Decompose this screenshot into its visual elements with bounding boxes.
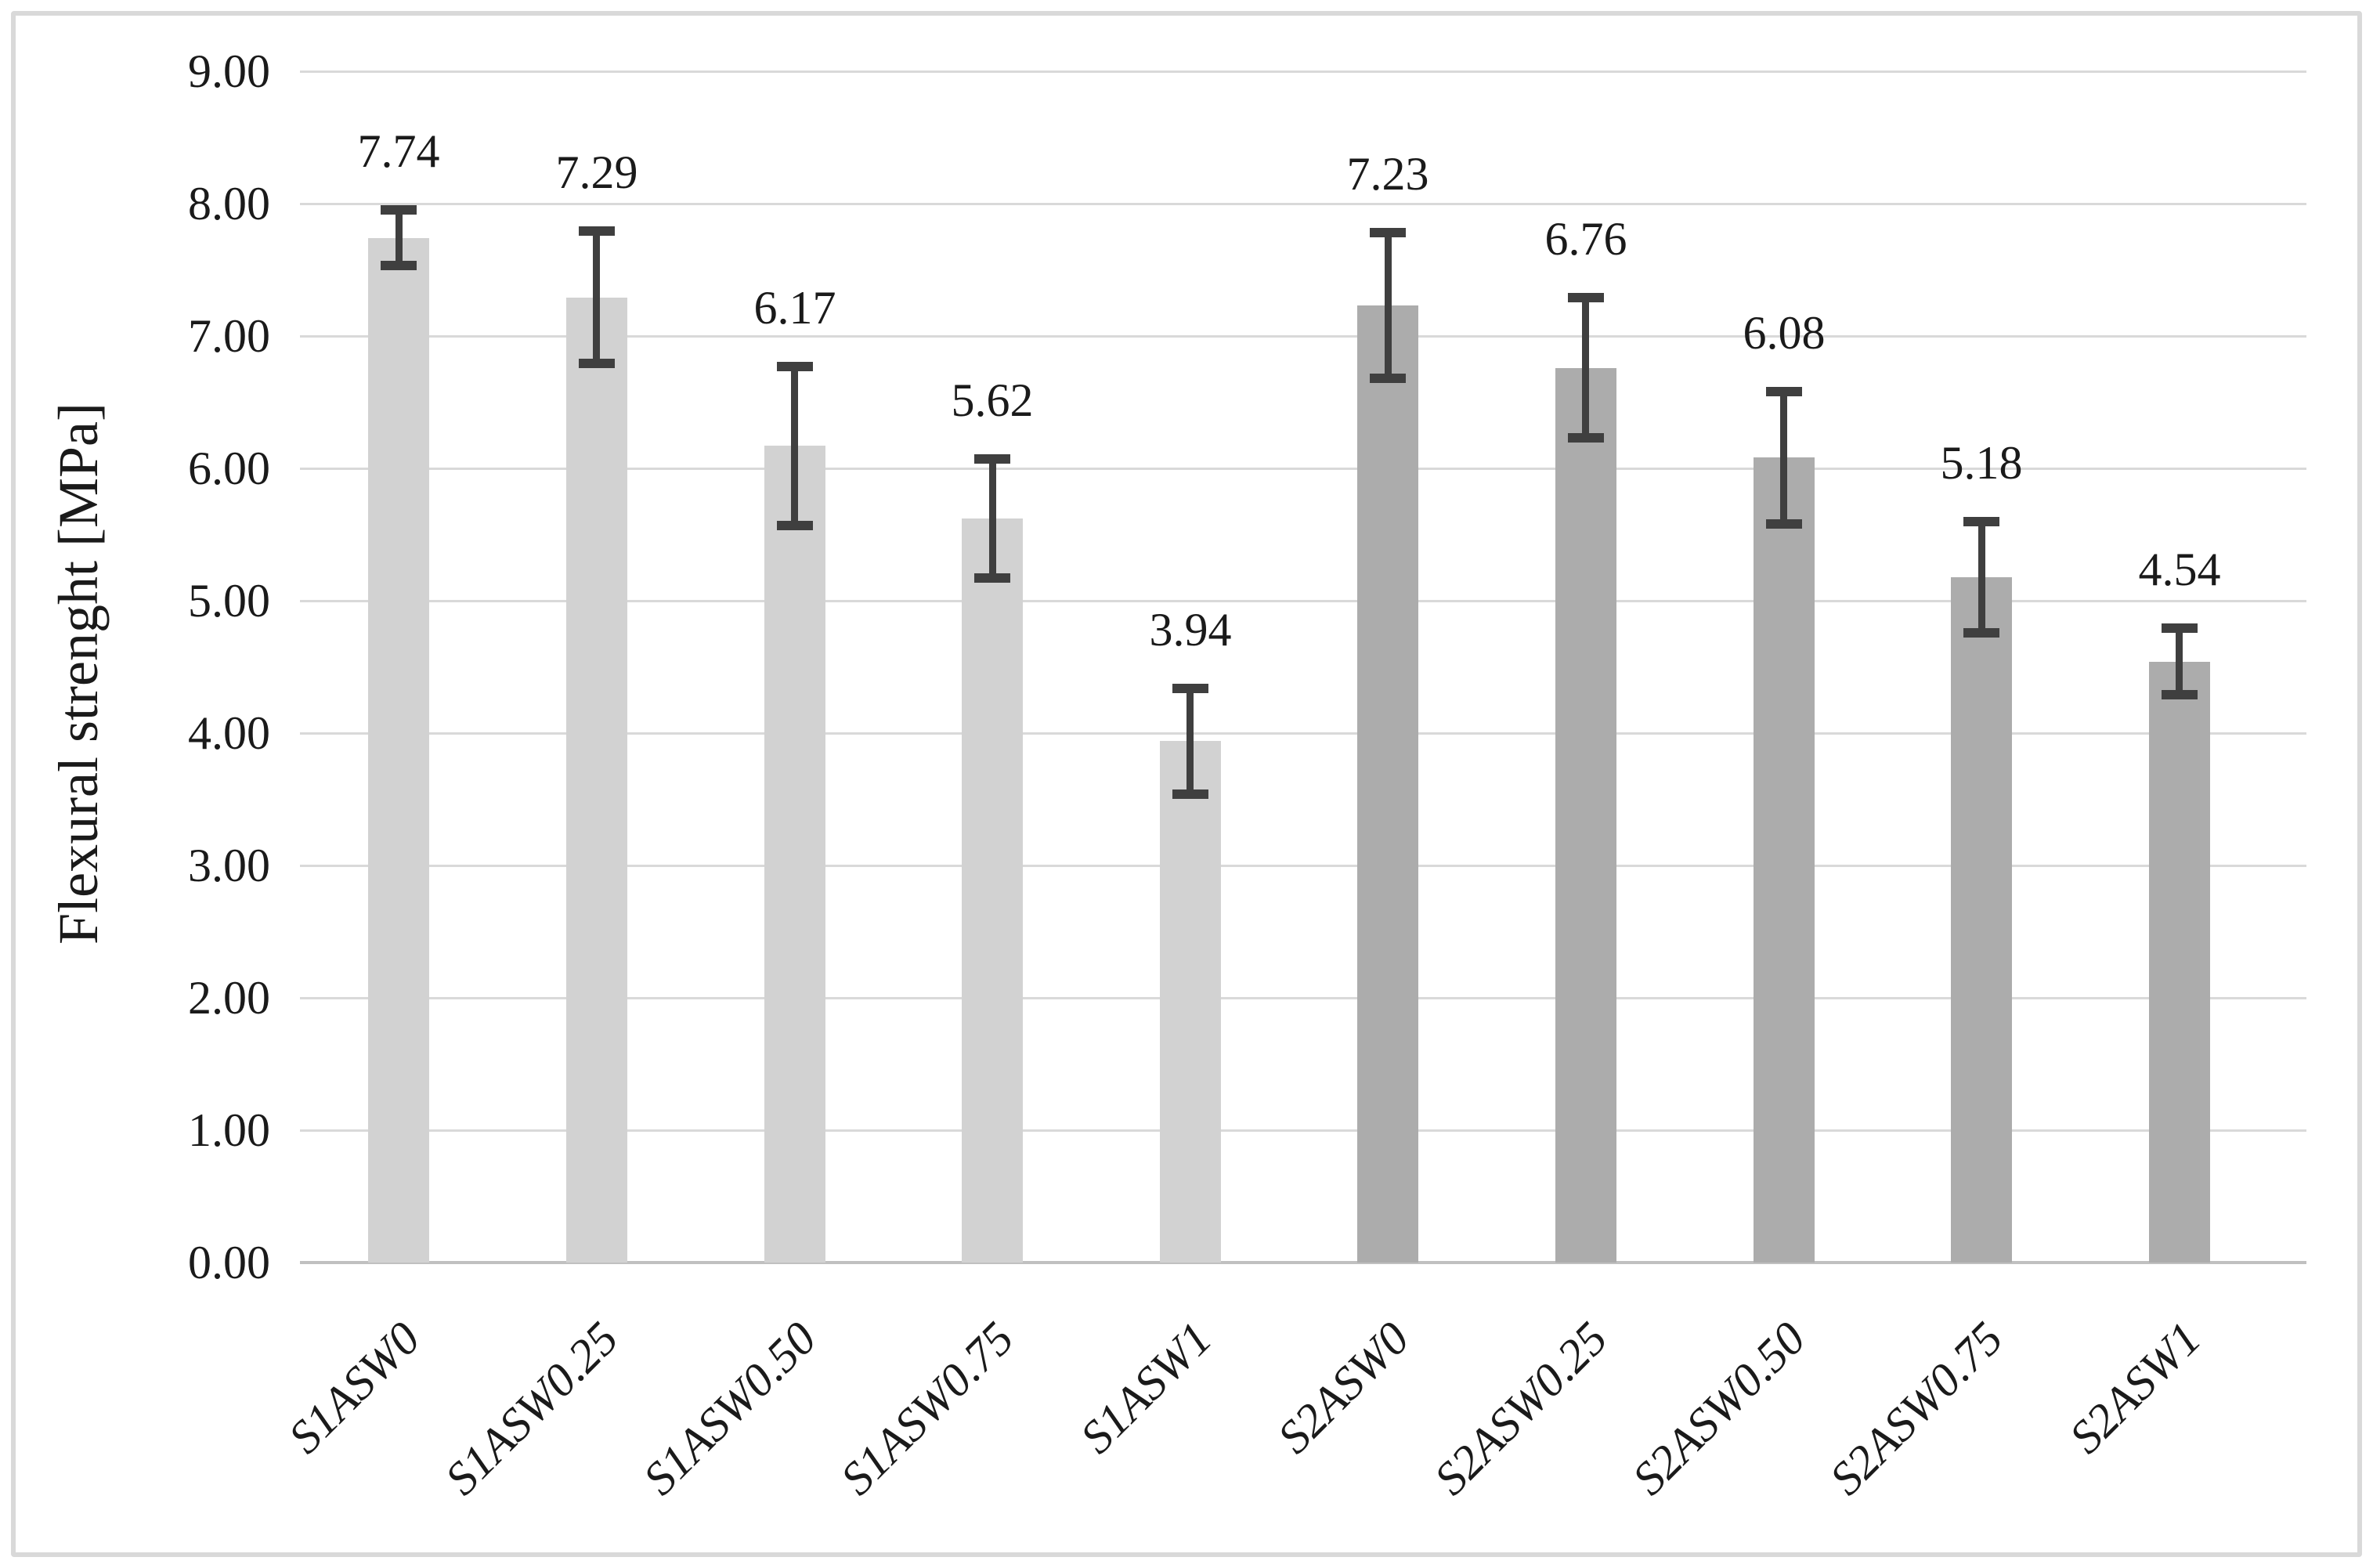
gridline	[300, 335, 2306, 338]
gridline	[300, 600, 2306, 602]
y-axis-tick-label: 8.00	[188, 178, 270, 229]
error-bar-cap-top	[1963, 517, 1999, 526]
data-label: 6.08	[1743, 307, 1826, 359]
error-bar-cap-top	[381, 205, 417, 215]
y-axis-tick-label: 0.00	[188, 1237, 270, 1288]
error-bar-line	[396, 210, 403, 266]
error-bar-line	[593, 231, 600, 363]
category-label: S1ASW0.50	[634, 1312, 826, 1505]
gridline	[300, 468, 2306, 470]
error-bar-cap-bottom	[1172, 789, 1208, 799]
bar	[2149, 662, 2210, 1263]
error-bar-cap-bottom	[1370, 374, 1406, 383]
y-axis-tick-label: 5.00	[188, 575, 270, 627]
category-label: S2ASW0.75	[1820, 1312, 2013, 1505]
error-bar-line	[1780, 392, 1787, 524]
data-label: 6.17	[753, 282, 836, 334]
figure-border	[11, 11, 2362, 1557]
error-bar-cap-bottom	[1766, 519, 1802, 529]
error-bar-cap-top	[1568, 293, 1604, 302]
error-bar-cap-bottom	[777, 521, 813, 530]
error-bar-line	[1385, 233, 1392, 378]
error-bar-cap-top	[1172, 684, 1208, 693]
data-label: 5.18	[1940, 437, 2023, 489]
category-label: S1ASW1	[1071, 1312, 1222, 1464]
y-axis-tick-label: 9.00	[188, 45, 270, 97]
data-label: 4.54	[2138, 544, 2221, 595]
category-label: S2ASW0	[1268, 1312, 1419, 1464]
data-label: 5.62	[951, 374, 1034, 426]
error-bar-cap-bottom	[2162, 690, 2198, 699]
error-bar-cap-top	[579, 226, 615, 236]
error-bar-line	[2176, 628, 2183, 695]
category-label: S2ASW0.50	[1623, 1312, 1815, 1505]
error-bar-line	[989, 459, 996, 578]
error-bar-line	[1186, 688, 1194, 794]
y-axis-tick-label: 2.00	[188, 972, 270, 1024]
y-axis-tick-label: 3.00	[188, 840, 270, 891]
error-bar-cap-bottom	[381, 261, 417, 270]
bar	[1357, 305, 1418, 1263]
gridline	[300, 997, 2306, 999]
gridline	[300, 70, 2306, 73]
category-label: S2ASW1	[2060, 1312, 2211, 1464]
y-axis-tick-label: 1.00	[188, 1104, 270, 1156]
gridline	[300, 1129, 2306, 1132]
bar	[1555, 368, 1616, 1263]
category-label: S1ASW0.75	[831, 1312, 1024, 1505]
gridline	[300, 203, 2306, 205]
error-bar-line	[1978, 522, 1985, 633]
y-axis-tick-label: 7.00	[188, 310, 270, 362]
error-bar-cap-top	[974, 454, 1010, 464]
y-axis-tick-label: 4.00	[188, 707, 270, 759]
x-axis-line	[300, 1261, 2306, 1264]
bar	[764, 446, 825, 1263]
error-bar-cap-bottom	[1568, 433, 1604, 443]
bar	[566, 298, 627, 1263]
data-label: 7.29	[555, 146, 638, 198]
category-label: S2ASW0.25	[1425, 1312, 1617, 1505]
error-bar-cap-top	[2162, 623, 2198, 633]
bar	[368, 238, 429, 1263]
error-bar-cap-bottom	[974, 573, 1010, 583]
error-bar-cap-top	[777, 362, 813, 371]
bar	[1951, 577, 2012, 1263]
bar	[1160, 741, 1221, 1263]
data-label: 3.94	[1149, 604, 1232, 656]
bar	[1754, 457, 1815, 1263]
data-label: 7.74	[357, 125, 440, 177]
gridline	[300, 865, 2306, 867]
data-label: 7.23	[1346, 148, 1429, 200]
data-label: 6.76	[1544, 213, 1627, 265]
category-label: S1ASW0	[279, 1312, 430, 1464]
error-bar-line	[1582, 298, 1589, 438]
error-bar-cap-bottom	[579, 359, 615, 368]
gridline	[300, 732, 2306, 735]
error-bar-cap-bottom	[1963, 628, 1999, 638]
y-axis-title: Flexural strenght [MPa]	[47, 403, 110, 945]
category-label: S1ASW0.25	[435, 1312, 628, 1505]
error-bar-cap-top	[1766, 387, 1802, 396]
bar	[962, 518, 1023, 1263]
error-bar-cap-top	[1370, 228, 1406, 237]
y-axis-tick-label: 6.00	[188, 443, 270, 494]
error-bar-line	[791, 367, 798, 526]
